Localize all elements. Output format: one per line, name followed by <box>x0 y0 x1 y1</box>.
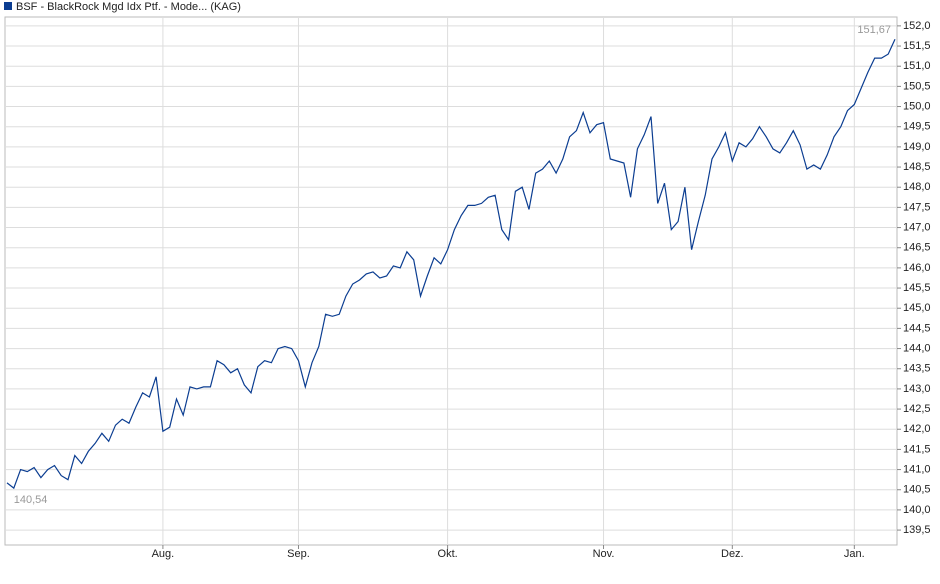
x-tick-label: Okt. <box>438 548 458 560</box>
x-tick-label: Dez. <box>721 548 744 560</box>
y-tick-label: 148,0 <box>903 181 931 193</box>
y-tick-label: 143,5 <box>903 363 931 375</box>
y-tick-label: 145,0 <box>903 302 931 314</box>
x-tick-label: Aug. <box>152 548 175 560</box>
y-tick-label: 144,0 <box>903 342 931 354</box>
y-tick-label: 141,0 <box>903 463 931 475</box>
y-tick-label: 140,5 <box>903 484 931 496</box>
y-tick-label: 147,5 <box>903 201 931 213</box>
y-tick-label: 142,0 <box>903 423 931 435</box>
y-tick-label: 145,5 <box>903 282 931 294</box>
y-tick-label: 150,5 <box>903 80 931 92</box>
legend-label: BSF - BlackRock Mgd Idx Ptf. - Mode... (… <box>16 1 241 13</box>
y-tick-label: 152,0 <box>903 20 931 32</box>
y-tick-label: 151,0 <box>903 60 931 72</box>
y-tick-label: 148,5 <box>903 161 931 173</box>
y-tick-label: 141,5 <box>903 443 931 455</box>
annotation: 151,67 <box>857 24 891 36</box>
y-tick-label: 149,0 <box>903 141 931 153</box>
y-tick-label: 150,0 <box>903 100 931 112</box>
y-tick-label: 139,5 <box>903 524 931 536</box>
x-tick-label: Nov. <box>593 548 615 560</box>
y-tick-label: 146,5 <box>903 242 931 254</box>
y-tick-label: 144,5 <box>903 322 931 334</box>
y-tick-label: 149,5 <box>903 121 931 133</box>
legend-swatch <box>4 2 12 10</box>
y-tick-label: 151,5 <box>903 40 931 52</box>
y-tick-label: 140,0 <box>903 504 931 516</box>
y-tick-label: 147,0 <box>903 221 931 233</box>
x-tick-label: Sep. <box>287 548 310 560</box>
y-tick-label: 146,0 <box>903 262 931 274</box>
x-tick-label: Jan. <box>844 548 865 560</box>
plot-frame <box>4 16 898 546</box>
annotation: 140,54 <box>14 494 48 506</box>
line <box>6 38 896 490</box>
y-tick-label: 143,0 <box>903 383 931 395</box>
y-tick-label: 142,5 <box>903 403 931 415</box>
